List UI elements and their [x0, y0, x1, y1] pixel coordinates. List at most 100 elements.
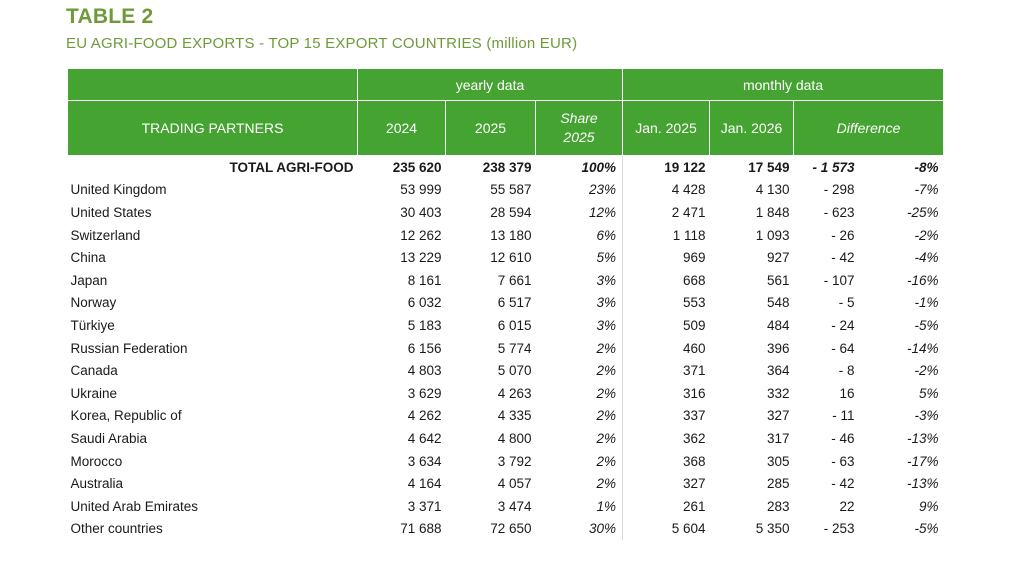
difference-percent-cell: -13% — [907, 430, 939, 446]
value-2024-cell: 3 634 — [407, 453, 442, 469]
difference-value-cell: - 26 — [831, 227, 855, 243]
share-2025-cell: 12% — [535, 201, 624, 224]
share-2025-cell: 30% — [535, 517, 624, 541]
table-title: TABLE 2 — [66, 5, 154, 28]
value-2024-cell: 4 642 — [407, 430, 442, 446]
table-row: Saudi Arabia 4 642 4 800 2% 362 317 - 46 -13% — [68, 427, 944, 450]
partner-name-cell: Other countries — [70, 521, 163, 537]
partner-name-cell: United States — [70, 204, 152, 220]
share-2025-cell: 5% — [535, 246, 624, 269]
value-2024-cell: 6 032 — [407, 295, 442, 311]
value-2024-cell: 8 161 — [407, 272, 442, 288]
jan-2025-cell: 4 428 — [671, 182, 706, 198]
value-2025-cell: 7 661 — [497, 272, 532, 288]
difference-value-cell: - 64 — [831, 340, 855, 356]
jan-2026-cell: 1 848 — [755, 204, 790, 220]
difference-value-cell: - 623 — [823, 204, 855, 220]
jan-2025-cell: 460 — [682, 340, 706, 356]
jan-2025-cell: 261 — [682, 498, 706, 514]
table-row: Switzerland 12 262 13 180 6% 1 118 1 093 - 26 -… — [68, 223, 944, 247]
jan-2026-cell: 364 — [766, 363, 790, 379]
header-jan-2026: Jan. 2026 — [709, 100, 795, 156]
jan-2026-cell: 484 — [766, 317, 790, 333]
table-row: Ukraine 3 629 4 263 2% 316 332 16 5% — [68, 381, 944, 405]
jan-2025-cell: 5 604 — [671, 521, 706, 537]
share-2025-cell: 6% — [535, 223, 624, 247]
table-row: Norway 6 032 6 517 3% 553 548 - 5 -1% — [68, 291, 944, 315]
exports-table: yearly data monthly data TRADING PARTNER… — [67, 68, 945, 541]
jan-2025-cell: 368 — [682, 453, 706, 469]
jan-2026-cell: 396 — [766, 340, 790, 356]
table-body: TOTAL AGRI-FOOD 235 620 238 379 100% 19 122 1… — [68, 155, 944, 541]
value-2025-cell: 4 800 — [497, 430, 532, 446]
difference-percent-cell: 5% — [919, 385, 939, 401]
value-2025-cell: 12 610 — [490, 250, 532, 266]
jan-2025-cell: 668 — [682, 272, 706, 288]
share-2025-cell: 2% — [535, 404, 624, 428]
value-2025-cell: 3 474 — [497, 498, 532, 514]
table-row: Morocco 3 634 3 792 2% 368 305 - 63 -17% — [68, 449, 944, 473]
value-2025-cell: 4 057 — [497, 476, 532, 492]
jan-2025-cell: 19 122 — [664, 159, 706, 175]
table-row: United Kingdom 53 999 55 587 23% 4 428 4 130 -… — [68, 178, 944, 202]
share-2025-cell: 2% — [535, 336, 624, 360]
table-row: Australia 4 164 4 057 2% 327 285 - 42 -13% — [68, 472, 944, 495]
difference-percent-cell: -2% — [914, 227, 939, 243]
jan-2026-cell: 305 — [766, 453, 790, 469]
table-row: Other countries 71 688 72 650 30% 5 604 5 350… — [68, 517, 944, 541]
table-row: Türkiye 5 183 6 015 3% 509 484 - 24 -5% — [68, 314, 944, 337]
partner-name-cell: Canada — [70, 363, 118, 379]
difference-percent-cell: -25% — [907, 204, 939, 220]
jan-2026-cell: 17 549 — [748, 159, 790, 175]
value-2024-cell: 4 803 — [407, 363, 442, 379]
jan-2025-cell: 509 — [682, 317, 706, 333]
jan-2025-cell: 969 — [682, 250, 706, 266]
difference-value-cell: - 42 — [831, 250, 855, 266]
jan-2026-cell: 4 130 — [755, 182, 790, 198]
difference-percent-cell: -2% — [914, 363, 939, 379]
jan-2026-cell: 927 — [766, 250, 790, 266]
value-2024-cell: 4 164 — [407, 476, 442, 492]
jan-2026-cell: 283 — [766, 498, 790, 514]
difference-percent-cell: -16% — [907, 272, 939, 288]
difference-value-cell: - 63 — [831, 453, 855, 469]
difference-percent-cell: -4% — [914, 250, 939, 266]
table-row: United Arab Emirates 3 371 3 474 1% 261 283 22… — [68, 494, 944, 518]
table-row: Russian Federation 6 156 5 774 2% 460 396 - 64… — [68, 336, 944, 360]
share-2025-cell: 2% — [535, 427, 624, 450]
value-2024-cell: 13 229 — [400, 250, 442, 266]
difference-percent-cell: -14% — [907, 340, 939, 356]
partner-name-cell: United Arab Emirates — [70, 498, 199, 514]
difference-value-cell: 22 — [839, 498, 855, 514]
header-2025: 2025 — [445, 100, 536, 156]
difference-value-cell: - 46 — [831, 430, 855, 446]
value-2025-cell: 238 379 — [482, 159, 532, 175]
value-2024-cell: 71 688 — [400, 521, 442, 537]
header-share-line1: Share — [560, 110, 598, 126]
partner-name-cell: China — [70, 250, 106, 266]
value-2025-cell: 5 774 — [497, 340, 532, 356]
value-2025-cell: 6 015 — [497, 317, 532, 333]
table-row: Japan 8 161 7 661 3% 668 561 - 107 -16% — [68, 268, 944, 292]
value-2024-cell: 30 403 — [400, 204, 442, 220]
table-row: Korea, Republic of 4 262 4 335 2% 337 327 - 11… — [68, 404, 944, 428]
jan-2025-cell: 337 — [682, 408, 706, 424]
share-2025-cell: 3% — [535, 291, 624, 315]
jan-2026-cell: 5 350 — [755, 521, 790, 537]
difference-value-cell: - 1 573 — [812, 159, 855, 175]
partner-name-cell: Switzerland — [70, 227, 141, 243]
header-share-2025: Share 2025 — [534, 100, 624, 156]
difference-percent-cell: -13% — [907, 476, 939, 492]
share-2025-cell: 2% — [535, 381, 624, 405]
header-2024: 2024 — [357, 100, 446, 156]
value-2024-cell: 5 183 — [407, 317, 442, 333]
header-yearly-data: yearly data — [356, 68, 624, 101]
partner-name-cell: Ukraine — [70, 385, 118, 401]
share-2025-cell: 2% — [535, 449, 624, 473]
difference-value-cell: - 107 — [823, 272, 855, 288]
table-row: Canada 4 803 5 070 2% 371 364 - 8 -2% — [68, 359, 944, 382]
difference-value-cell: - 24 — [831, 317, 855, 333]
partner-name-cell: TOTAL AGRI-FOOD — [229, 159, 354, 175]
difference-value-cell: - 8 — [838, 363, 855, 379]
value-2024-cell: 3 629 — [407, 385, 442, 401]
